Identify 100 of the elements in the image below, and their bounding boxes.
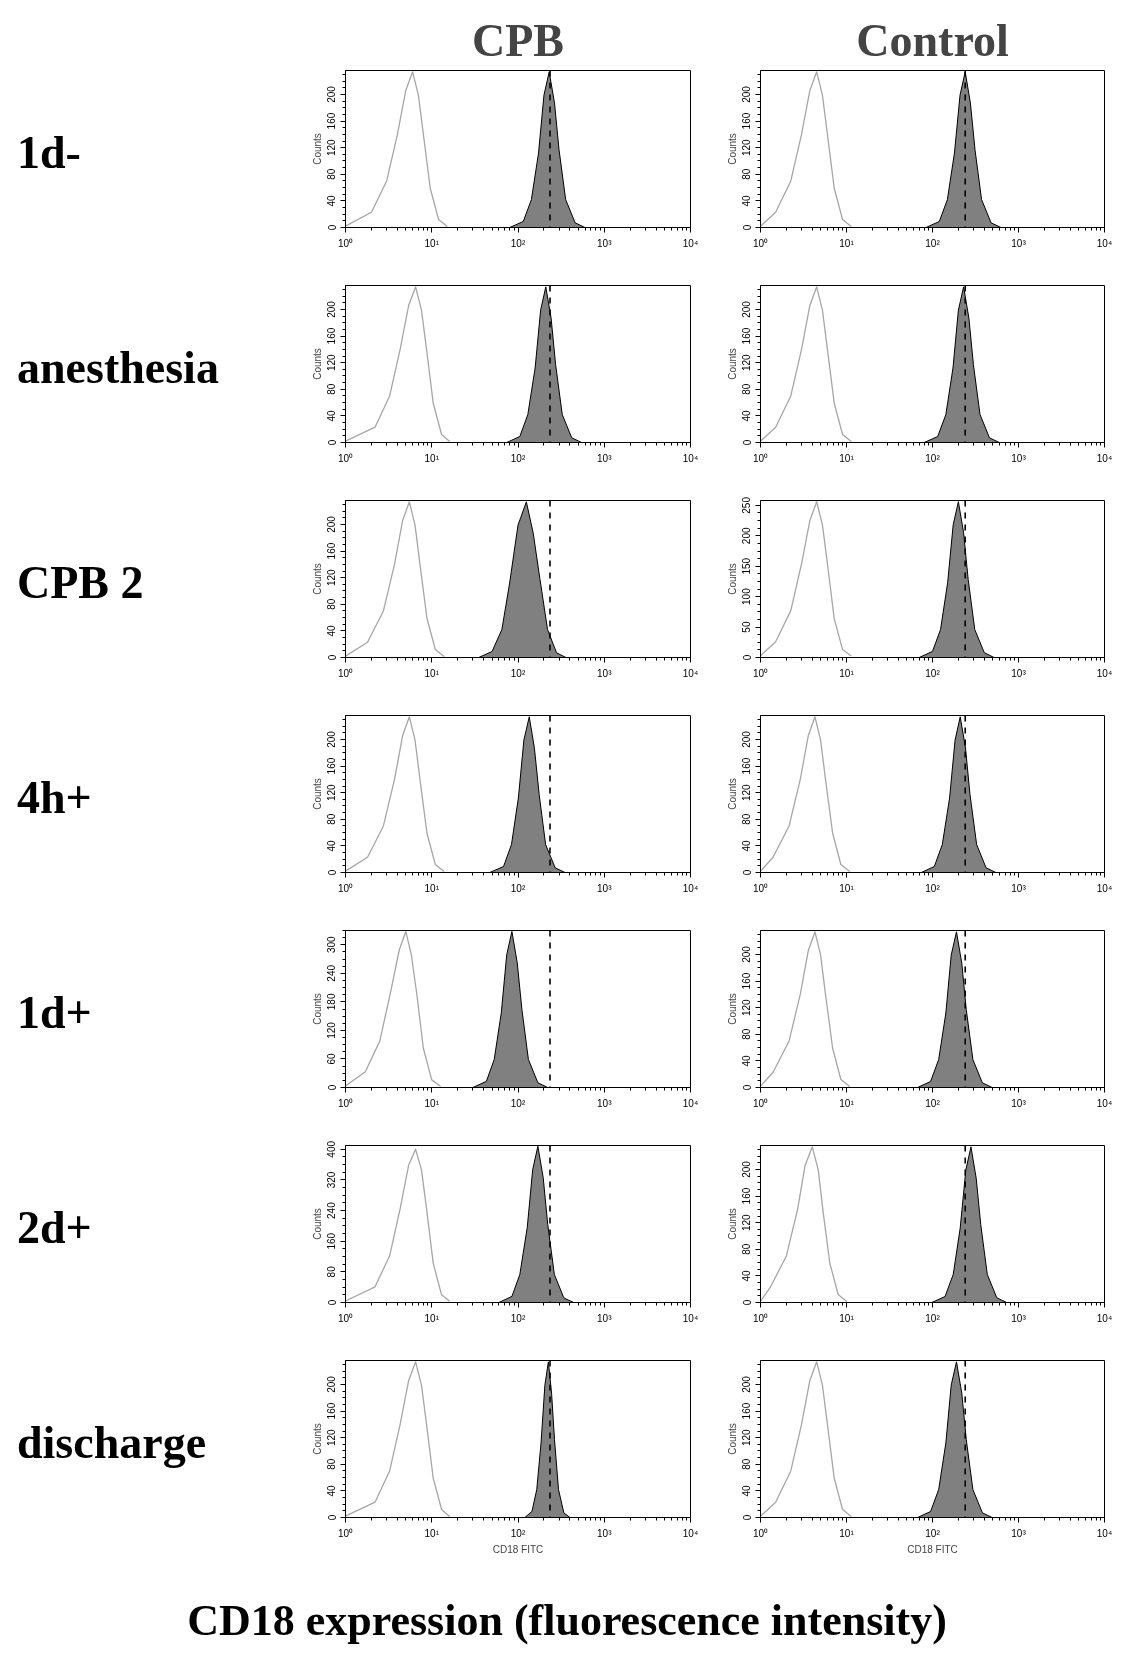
y-tick-label: 160 [741, 757, 753, 775]
x-tick-label: 10¹ [839, 1312, 855, 1324]
x-tick-label: 10¹ [424, 882, 440, 894]
x-tick-label: 10⁰ [752, 882, 769, 894]
x-tick-label: 10¹ [839, 452, 855, 464]
x-tick-label: 10¹ [424, 1527, 440, 1539]
x-tick-label: 10³ [1011, 1312, 1027, 1324]
y-tick-label: 200 [326, 730, 338, 748]
y-tick-label: 80 [741, 813, 753, 825]
x-tick-label: 10⁰ [752, 667, 769, 679]
x-axis-title: CD18 FITC [907, 1543, 958, 1555]
x-tick-label: 10² [925, 882, 941, 894]
y-tick-label: 0 [741, 1299, 753, 1306]
x-tick-label: 10⁰ [752, 452, 769, 464]
y-tick-label: 80 [326, 1265, 338, 1278]
x-tick-label: 10⁴ [682, 882, 699, 894]
x-tick-label: 10³ [1011, 452, 1027, 464]
x-tick-label: 10³ [1011, 882, 1027, 894]
x-tick-label: 10² [510, 237, 526, 249]
y-tick-label: 80 [741, 1028, 753, 1040]
chart-title: Control [856, 14, 1009, 66]
y-tick-label: 160 [326, 542, 338, 560]
y-tick-label: 0 [741, 869, 753, 876]
y-tick-label: 80 [326, 1458, 338, 1470]
x-tick-label: 10² [925, 667, 941, 679]
x-tick-label: 10³ [597, 1097, 613, 1109]
y-tick-label: 40 [326, 409, 338, 422]
x-tick-label: 10³ [597, 882, 613, 894]
y-tick-label: 40 [326, 624, 338, 637]
y-tick-label: 0 [741, 1514, 753, 1521]
x-tick-label: 10⁰ [337, 237, 354, 249]
x-tick-label: 10² [510, 1097, 526, 1109]
x-tick-label: 10⁴ [1096, 452, 1113, 464]
y-tick-label: 160 [326, 1232, 338, 1250]
x-tick-label: 10³ [597, 1527, 613, 1539]
y-axis-title: Counts [311, 348, 323, 380]
y-tick-label: 40 [741, 1054, 753, 1067]
x-tick-label: 10³ [597, 667, 613, 679]
y-axis-title: Counts [311, 563, 323, 595]
x-tick-label: 10¹ [839, 667, 855, 679]
x-tick-label: 10³ [1011, 237, 1027, 249]
y-tick-label: 250 [741, 496, 753, 514]
y-tick-label: 40 [741, 1269, 753, 1282]
y-tick-label: 40 [741, 1484, 753, 1497]
y-tick-label: 0 [326, 869, 338, 876]
x-tick-label: 10⁰ [752, 1097, 769, 1109]
y-tick-label: 160 [326, 112, 338, 130]
x-tick-label: 10⁰ [337, 1312, 354, 1324]
x-tick-label: 10⁰ [337, 1527, 354, 1539]
y-tick-label: 160 [741, 327, 753, 345]
x-tick-label: 10⁰ [752, 237, 769, 249]
y-tick-label: 200 [741, 527, 753, 545]
x-tick-label: 10³ [1011, 1527, 1027, 1539]
y-tick-label: 80 [741, 168, 753, 180]
y-tick-label: 200 [741, 1375, 753, 1393]
y-tick-label: 160 [741, 1402, 753, 1420]
y-tick-label: 80 [741, 1243, 753, 1255]
y-tick-label: 0 [326, 654, 338, 661]
x-tick-label: 10⁴ [1096, 667, 1113, 679]
y-tick-label: 200 [741, 945, 753, 963]
y-axis-title: Counts [726, 563, 738, 595]
y-tick-label: 200 [326, 85, 338, 103]
x-tick-label: 10⁴ [682, 1312, 699, 1324]
y-tick-label: 240 [326, 1201, 338, 1219]
y-tick-label: 240 [326, 964, 338, 982]
y-tick-label: 120 [326, 1428, 338, 1447]
y-axis-title: Counts [726, 778, 738, 810]
y-tick-label: 160 [326, 327, 338, 345]
y-tick-label: 40 [741, 839, 753, 852]
x-tick-label: 10¹ [424, 237, 440, 249]
text: discharge [17, 1416, 207, 1470]
text: 4h+ [17, 771, 92, 825]
y-tick-label: 100 [741, 587, 753, 605]
y-tick-label: 300 [326, 935, 338, 954]
x-tick-label: 10¹ [839, 882, 855, 894]
x-tick-label: 10⁰ [337, 1097, 354, 1109]
x-tick-label: 10⁴ [1096, 1097, 1113, 1109]
y-tick-label: 80 [326, 168, 338, 180]
y-axis-title: Counts [311, 778, 323, 810]
y-axis-title: Counts [726, 133, 738, 165]
x-tick-label: 10¹ [424, 1097, 440, 1109]
chart-title: CPB [472, 14, 564, 66]
x-tick-label: 10² [510, 882, 526, 894]
x-tick-label: 10² [510, 1527, 526, 1539]
x-tick-label: 10³ [597, 1312, 613, 1324]
x-tick-label: 10¹ [424, 1312, 440, 1324]
y-tick-label: 40 [326, 1484, 338, 1497]
y-axis-title: Counts [726, 1208, 738, 1240]
y-tick-label: 160 [741, 1187, 753, 1205]
y-tick-label: 120 [741, 783, 753, 802]
y-tick-label: 0 [326, 1299, 338, 1306]
text: CPB 2 [17, 556, 144, 610]
y-tick-label: 320 [326, 1171, 338, 1189]
y-tick-label: 120 [741, 353, 753, 372]
x-tick-label: 10⁰ [752, 1527, 769, 1539]
x-tick-label: 10² [925, 1097, 941, 1109]
x-tick-label: 10⁴ [1096, 1312, 1113, 1324]
x-tick-label: 10⁴ [682, 1527, 699, 1539]
y-tick-label: 40 [741, 409, 753, 422]
y-tick-label: 120 [741, 1213, 753, 1232]
